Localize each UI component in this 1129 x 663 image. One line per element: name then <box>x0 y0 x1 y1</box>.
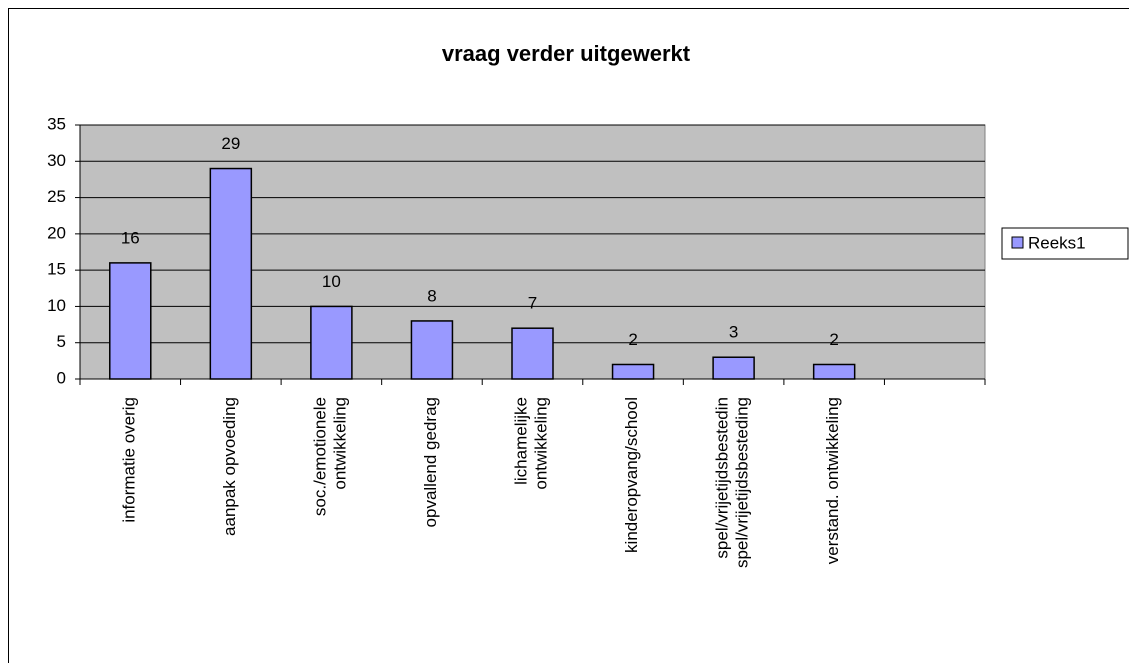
y-tick-label: 15 <box>47 260 66 279</box>
x-tick-label-line: soc./emotionele <box>311 397 330 516</box>
legend-label: Reeks1 <box>1028 233 1086 252</box>
x-tick-label-line: spel/vrijetijdsbesteding <box>733 397 752 568</box>
x-tick-label-line: spel/vrijetijdsbestedin <box>713 397 732 559</box>
x-tick-label-line: lichamelijke <box>512 397 531 485</box>
x-tick-label-line: informatie overig <box>120 397 139 523</box>
x-tick-label: spel/vrijetijdsbestedinspel/vrijetijdsbe… <box>713 397 752 568</box>
data-label: 3 <box>729 323 738 342</box>
x-tick-label: soc./emotioneleontwikkeling <box>311 397 350 516</box>
x-tick-label-line: opvallend gedrag <box>421 397 440 527</box>
x-tick-label: kinderopvang/school <box>623 397 642 553</box>
x-tick-label: aanpak opvoeding <box>220 397 239 536</box>
x-tick-label-line: verstand. ontwikkeling <box>824 397 843 564</box>
bar <box>109 262 152 380</box>
y-tick-label: 20 <box>47 223 66 242</box>
x-tick-label: verstand. ontwikkeling <box>824 397 843 564</box>
x-tick-label: lichamelijkeontwikkeling <box>512 397 551 490</box>
data-label: 2 <box>628 330 637 349</box>
bar <box>712 356 755 380</box>
chart-title: vraag verder uitgewerkt <box>442 41 691 66</box>
x-tick-label: opvallend gedrag <box>421 397 440 527</box>
x-tick-label-line: aanpak opvoeding <box>220 397 239 536</box>
data-label: 7 <box>528 294 537 313</box>
data-label: 16 <box>121 228 140 247</box>
bar <box>511 327 554 380</box>
legend-swatch <box>1011 236 1024 249</box>
bar <box>410 320 454 380</box>
bar <box>310 305 353 380</box>
y-tick-label: 25 <box>47 187 66 206</box>
data-label: 8 <box>427 286 436 305</box>
bar <box>611 363 655 380</box>
data-label: 2 <box>829 330 838 349</box>
bar <box>209 167 253 380</box>
y-tick-label: 10 <box>47 296 66 315</box>
bar <box>812 363 856 380</box>
y-tick-label: 0 <box>57 368 66 387</box>
y-tick-label: 35 <box>47 114 66 133</box>
data-label: 10 <box>322 272 341 291</box>
x-tick-label: informatie overig <box>120 397 139 523</box>
data-label: 29 <box>221 134 240 153</box>
y-tick-label: 30 <box>47 151 66 170</box>
x-tick-label-line: ontwikkeling <box>532 397 551 490</box>
x-tick-label-line: ontwikkeling <box>331 397 350 490</box>
y-tick-label: 5 <box>57 332 66 351</box>
x-tick-label-line: kinderopvang/school <box>623 397 642 553</box>
